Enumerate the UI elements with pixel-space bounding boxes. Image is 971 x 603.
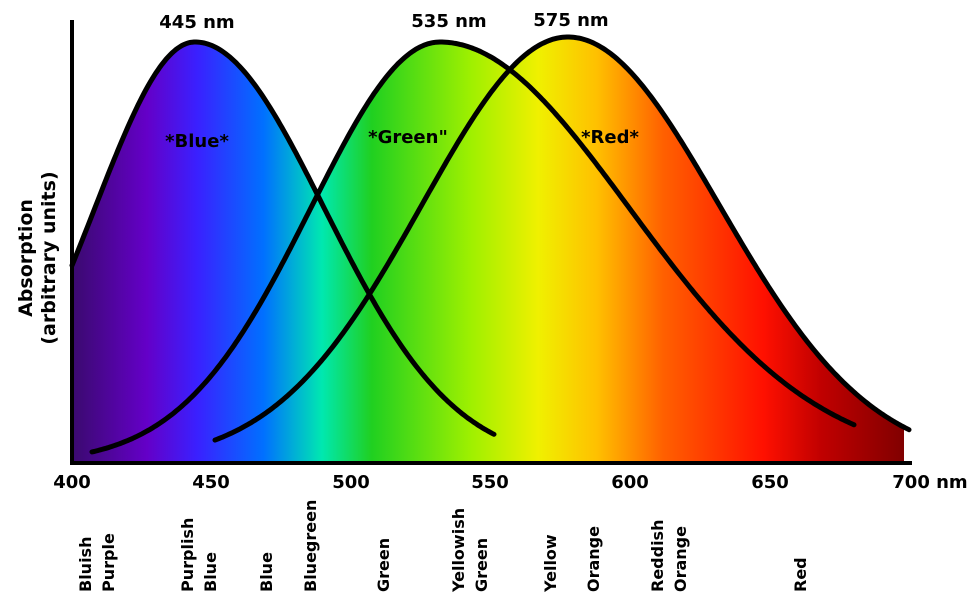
y-axis-label: (arbitrary units) [38,171,60,344]
color-name: Orange [584,526,603,592]
absorption-curve [69,39,497,437]
x-tick-label: 450 [192,472,230,493]
color-name: Bluish [76,537,95,592]
spectrum [72,37,904,463]
absorption-curve [212,34,912,443]
curve-label: *Red* [581,127,639,148]
curve-label: *Green" [368,127,448,148]
color-name: Orange [671,526,690,592]
peak-label: 575 nm [533,10,608,31]
color-name: Red [791,557,810,592]
color-name: Green [472,538,491,592]
absorption-curve [89,39,857,455]
y-axis-label: Absorption [15,199,37,317]
color-name: Reddish [648,520,667,592]
peak-label: 535 nm [411,11,486,32]
x-tick-label: 600 [611,472,649,493]
color-name: Blue [257,552,276,592]
x-tick-label: 700 nm [892,472,967,493]
color-name: Purplish [178,518,197,592]
color-name: Purple [99,533,118,592]
x-tick-label: 550 [471,472,509,493]
x-tick-label: 650 [751,472,789,493]
color-name: Yellow [541,534,560,593]
curve-label: *Blue* [165,131,229,152]
x-tick-label: 500 [332,472,370,493]
peak-label: 445 nm [159,12,234,33]
color-name: Green [374,538,393,592]
color-name: Bluegreen [301,500,320,592]
x-tick-label: 400 [53,472,91,493]
color-name: Yellowish [449,508,468,593]
color-name: Blue [201,552,220,592]
